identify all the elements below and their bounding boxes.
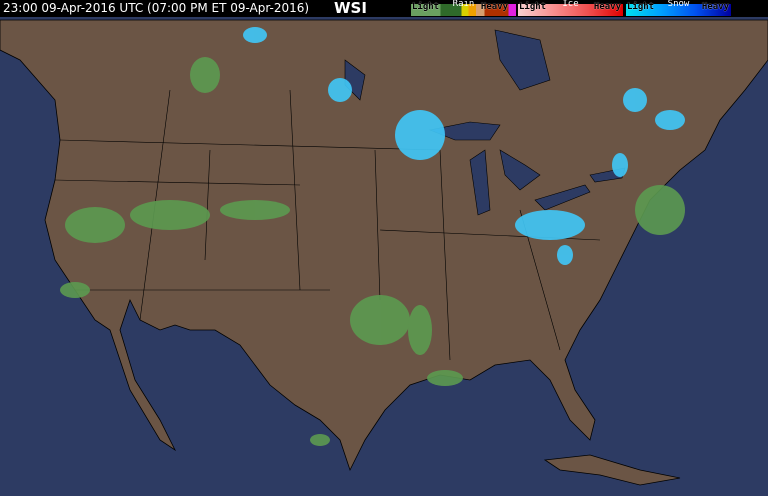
timestamp: 23:00 09-Apr-2016 UTC (07:00 PM ET 09-Ap… (3, 1, 310, 15)
legend-snow: Snow Light Heavy (626, 0, 731, 16)
legend-rain: Rain Light Heavy (411, 0, 516, 16)
radar-snow (243, 27, 685, 265)
legend-ice: Ice Light Heavy (518, 0, 623, 16)
land (0, 19, 768, 486)
header-bar: 23:00 09-Apr-2016 UTC (07:00 PM ET 09-Ap… (0, 0, 768, 17)
wsi-logo: WSI (334, 0, 367, 17)
radar-rain (60, 57, 685, 446)
